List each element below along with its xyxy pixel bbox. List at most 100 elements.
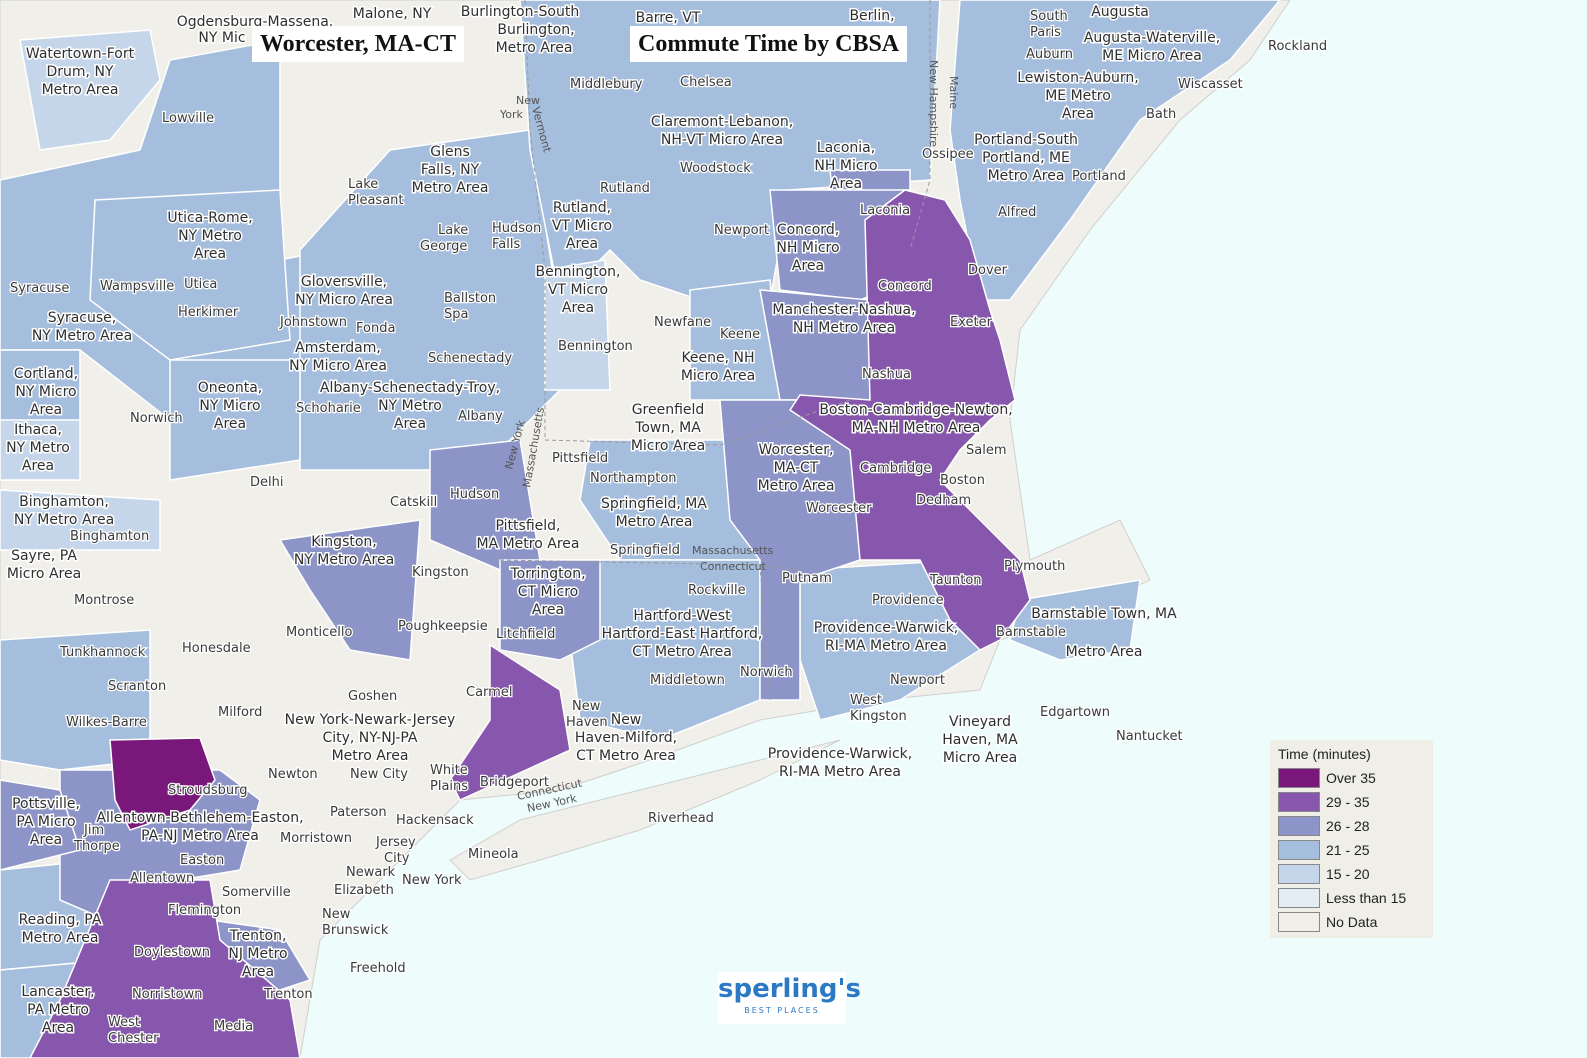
area-label: Trenton, — [229, 928, 287, 944]
city-label: Flemington — [168, 903, 241, 918]
region-bridgeport — [449, 643, 571, 801]
legend-swatch — [1278, 912, 1320, 932]
city-label: Ossipee — [922, 147, 974, 162]
city-label: Johnstown — [279, 315, 347, 330]
area-label: Barnstable Town, MA — [1031, 606, 1177, 622]
legend-title: Time (minutes) — [1278, 746, 1371, 762]
region-scranton — [0, 629, 151, 771]
area-label: Berlin, — [849, 8, 894, 24]
area-label: Metro Area — [42, 82, 119, 98]
city-label: Riverhead — [648, 811, 714, 826]
city-label: Milford — [218, 705, 262, 720]
region-ithaca — [0, 419, 81, 481]
city-label: Norwich — [130, 411, 183, 426]
city-label: Binghamton — [70, 529, 149, 544]
city-labels: South Paris Auburn Rockland Wiscasset Ba… — [9, 8, 1329, 1048]
area-label: Burlington-South — [461, 4, 579, 20]
city-label: Norristown — [132, 987, 202, 1002]
city-label: Utica — [184, 277, 217, 292]
area-label: New — [611, 712, 642, 728]
city-label: Falls — [492, 237, 520, 252]
area-label: NY Metro — [178, 228, 242, 244]
city-label: White — [430, 763, 468, 778]
city-label: Alfred — [998, 205, 1036, 220]
city-label: Northampton — [590, 471, 677, 486]
area-label: VT Micro — [548, 282, 608, 298]
area-label: Portland-South — [974, 132, 1078, 148]
area-label: Providence-Warwick, — [814, 620, 958, 636]
area-label: ME Metro — [1045, 88, 1111, 104]
city-label: Lake — [438, 223, 468, 238]
area-label: Falls, NY — [421, 162, 480, 178]
area-label: NY Metro Area — [294, 552, 394, 568]
city-label: Newport — [714, 223, 769, 238]
region-oneonta — [169, 359, 301, 481]
area-label: Worcester, — [759, 442, 834, 458]
city-label: George — [420, 239, 467, 254]
city-label: Worcester — [806, 501, 872, 516]
city-label: Freehold — [350, 961, 406, 976]
state-label: Massachusetts — [692, 544, 774, 557]
area-label: PA Metro — [27, 1002, 89, 1018]
city-label: Middlebury — [570, 77, 643, 92]
area-label: NY Micro — [199, 398, 260, 414]
region-maine — [949, 0, 1281, 301]
city-label: Honesdale — [182, 641, 251, 656]
city-label: Kingston — [850, 709, 907, 724]
city-label: Ballston — [444, 291, 496, 306]
city-label: Albany — [458, 409, 503, 424]
area-label: RI-MA Metro Area — [825, 638, 947, 654]
area-label: Hartford-East Hartford, — [602, 626, 763, 642]
city-label: Doylestown — [134, 945, 210, 960]
area-label: Oneonta, — [198, 380, 262, 396]
area-label: NY Micro Area — [289, 358, 387, 374]
city-label: Elizabeth — [334, 883, 394, 898]
state-label: York — [499, 108, 524, 121]
area-label: Area — [830, 176, 862, 192]
state-label: New — [516, 94, 540, 107]
city-label: Wilkes-Barre — [66, 715, 147, 730]
area-label: Micro Area — [7, 566, 81, 582]
region-philadelphia — [29, 879, 301, 1058]
area-label: Laconia, — [817, 140, 875, 156]
area-label: Claremont-Lebanon, — [651, 114, 793, 130]
area-label: Area — [30, 832, 62, 848]
city-label: Catskill — [390, 495, 437, 510]
area-label: MA-CT — [774, 460, 819, 476]
city-label: Newton — [268, 767, 318, 782]
map-title: Worcester, MA-CT — [252, 26, 464, 62]
city-label: Trenton — [263, 987, 313, 1002]
area-label: Amsterdam, — [295, 340, 381, 356]
area-label: CT Metro Area — [576, 748, 676, 764]
legend: Time (minutes) Over 35 29 - 35 26 - 28 2… — [1270, 740, 1433, 938]
city-label: Rutland — [600, 181, 650, 196]
area-label: Area — [1062, 106, 1094, 122]
long-island — [449, 739, 841, 881]
region-utica-rome — [89, 189, 291, 361]
area-label: Glens — [430, 144, 470, 160]
city-label: Hackensack — [396, 813, 474, 828]
area-label: Pottsville, — [12, 796, 80, 812]
area-label: New York-Newark-Jersey — [285, 712, 456, 728]
city-label: Springfield — [610, 543, 680, 558]
city-label: Laconia — [860, 203, 910, 218]
city-label: New York — [402, 873, 462, 888]
city-label: Edgartown — [1040, 705, 1110, 720]
city-label: Auburn — [1026, 47, 1073, 62]
city-label: Bath — [1146, 107, 1176, 122]
legend-label: 15 - 20 — [1326, 866, 1370, 882]
city-label: Pittsfield — [552, 451, 608, 466]
area-label: Area — [194, 246, 226, 262]
legend-label: Over 35 — [1326, 770, 1376, 786]
city-label: Lowville — [162, 111, 214, 126]
sperlings-logo[interactable]: sperling's BEST PLACES — [718, 972, 861, 1024]
area-label: NY Micro Area — [295, 292, 393, 308]
city-label: Paterson — [330, 805, 387, 820]
state-label: Maine — [947, 76, 960, 109]
area-label: Bennington, — [536, 264, 621, 280]
legend-swatch — [1278, 792, 1320, 812]
city-label: Salem — [966, 443, 1007, 458]
city-label: Chelsea — [680, 75, 732, 90]
legend-label: No Data — [1326, 914, 1378, 930]
